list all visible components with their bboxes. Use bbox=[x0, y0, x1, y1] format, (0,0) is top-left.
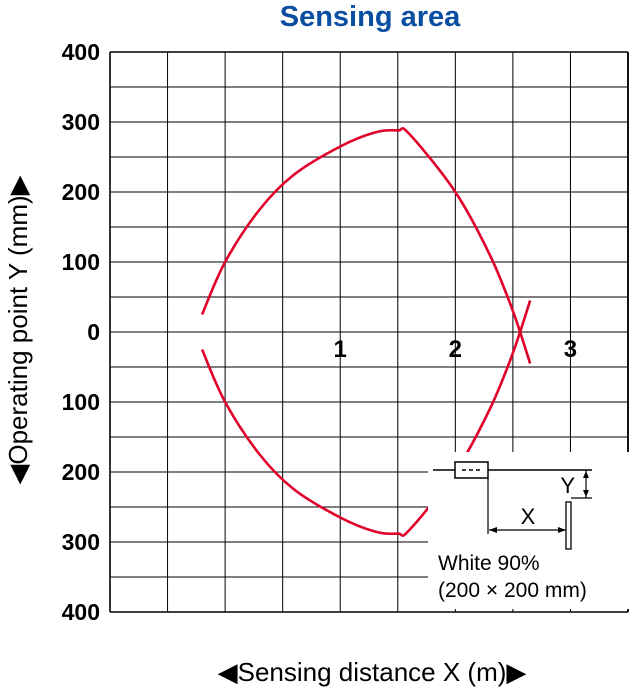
inset-y-arrow-bottom bbox=[583, 490, 589, 497]
inset-target-plate bbox=[565, 501, 572, 550]
x-axis-label: ◀Sensing distance X (m)▶ bbox=[218, 657, 527, 687]
chart-title: Sensing area bbox=[280, 1, 461, 33]
grid bbox=[109, 51, 629, 613]
sensing-curve-lower bbox=[200, 300, 532, 537]
inset-y-label: Y bbox=[560, 473, 575, 498]
x-tick-label: 2 bbox=[449, 336, 462, 363]
inset-x-arrow-left bbox=[489, 527, 497, 533]
y-tick-label: 0 bbox=[87, 319, 100, 345]
y-tick-label: 400 bbox=[62, 599, 100, 625]
y-tick-label: 300 bbox=[62, 109, 100, 135]
x-tick-label: 1 bbox=[334, 336, 347, 363]
y-tick-label: 100 bbox=[62, 389, 100, 415]
inset-x-arrow-right bbox=[558, 527, 566, 533]
measurement-inset-diagram: X Y White 90% (200 × 200 mm) bbox=[428, 452, 632, 609]
inset-target-line2: (200 × 200 mm) bbox=[438, 579, 587, 602]
y-tick-label: 300 bbox=[62, 529, 100, 555]
y-tick-label: 200 bbox=[62, 459, 100, 485]
x-tick-label: 3 bbox=[564, 336, 577, 363]
y-tick-labels: 400 300 200 100 0 100 200 300 400 bbox=[62, 39, 100, 625]
inset-y-arrow-top bbox=[583, 471, 589, 478]
y-tick-label: 100 bbox=[62, 249, 100, 275]
inset-x-label: X bbox=[521, 504, 536, 529]
y-tick-label: 200 bbox=[62, 179, 100, 205]
x-tick-labels: 1 2 3 bbox=[334, 336, 578, 363]
sensing-curve-upper bbox=[200, 127, 532, 364]
sensing-curves bbox=[200, 127, 532, 537]
inset-target-line1: White 90% bbox=[438, 552, 540, 575]
y-axis-label: ◀Operating point Y (mm)▶ bbox=[3, 175, 33, 484]
y-tick-label: 400 bbox=[62, 39, 100, 65]
